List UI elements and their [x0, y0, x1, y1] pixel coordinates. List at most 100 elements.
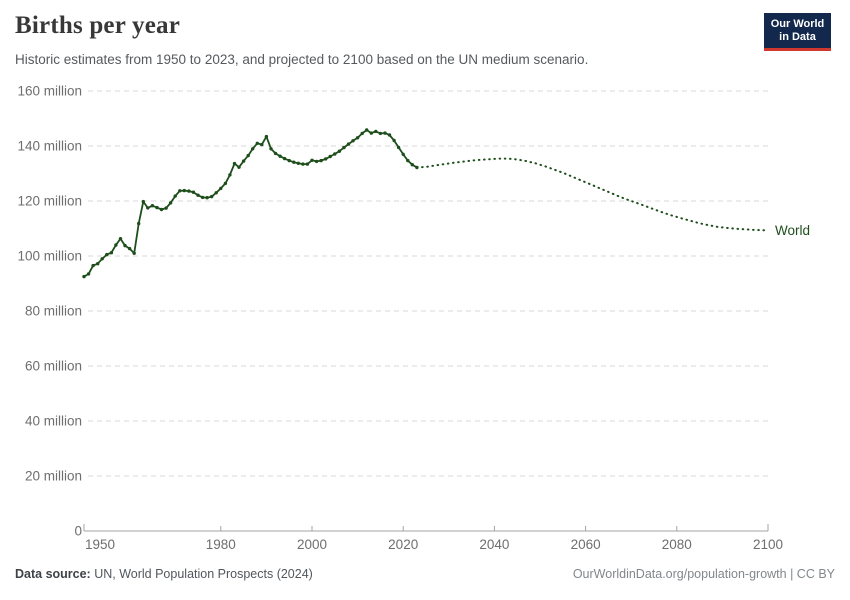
credit-link[interactable]: OurWorldinData.org/population-growth | C… — [572, 567, 835, 581]
data-point-marker[interactable] — [141, 199, 145, 204]
data-point-marker[interactable] — [273, 151, 278, 156]
data-point-marker[interactable] — [314, 159, 319, 164]
data-point-marker[interactable] — [305, 162, 310, 166]
data-point-marker[interactable] — [387, 133, 392, 137]
data-source-label: Data source: — [15, 567, 91, 581]
data-point-marker[interactable] — [91, 263, 95, 268]
data-point-marker[interactable] — [237, 165, 241, 169]
x-axis-tick-label: 2100 — [753, 537, 783, 552]
data-point-marker[interactable] — [319, 158, 323, 163]
data-point-marker[interactable] — [355, 136, 360, 140]
data-point-marker[interactable] — [378, 131, 383, 136]
page-title: Births per year — [15, 12, 181, 39]
data-point-marker[interactable] — [173, 194, 177, 198]
data-point-marker[interactable] — [82, 274, 86, 279]
data-point-marker[interactable] — [223, 181, 228, 186]
data-point-marker[interactable] — [278, 154, 282, 158]
x-axis-tick-label: 2060 — [571, 537, 601, 552]
owid-logo[interactable]: Our World in Data — [764, 13, 831, 51]
data-point-marker[interactable] — [210, 194, 214, 199]
data-point-marker[interactable] — [287, 158, 291, 163]
y-axis-tick-label: 0 — [74, 524, 82, 539]
data-point-marker[interactable] — [296, 161, 300, 165]
data-point-marker[interactable] — [118, 237, 123, 241]
data-point-marker[interactable] — [374, 129, 378, 134]
data-point-marker[interactable] — [264, 134, 269, 139]
y-axis-tick-label: 80 million — [25, 304, 82, 319]
data-point-marker[interactable] — [333, 152, 337, 156]
data-point-marker[interactable] — [127, 246, 132, 251]
y-axis-tick-label: 160 million — [17, 84, 82, 99]
data-point-marker[interactable] — [260, 142, 264, 147]
data-point-marker[interactable] — [310, 158, 314, 162]
chart-subtitle: Historic estimates from 1950 to 2023, an… — [15, 52, 589, 67]
data-point-marker[interactable] — [205, 196, 209, 200]
data-point-marker[interactable] — [396, 145, 401, 150]
data-point-marker[interactable] — [401, 152, 405, 156]
data-point-marker[interactable] — [406, 158, 410, 163]
y-axis-tick-label: 100 million — [17, 249, 82, 264]
data-point-marker[interactable] — [255, 141, 259, 145]
data-point-marker[interactable] — [342, 145, 346, 150]
data-point-marker[interactable] — [182, 188, 186, 193]
data-point-marker[interactable] — [137, 221, 141, 226]
data-point-marker[interactable] — [219, 186, 223, 191]
data-point-marker[interactable] — [114, 243, 118, 247]
data-point-marker[interactable] — [383, 131, 387, 135]
data-point-marker[interactable] — [410, 163, 414, 167]
x-axis-tick-label: 2040 — [479, 537, 509, 552]
data-point-marker[interactable] — [123, 243, 127, 248]
x-axis-tick-label: 1980 — [206, 537, 236, 552]
y-axis-tick-label: 120 million — [17, 194, 82, 209]
x-axis-tick-label: 2000 — [297, 537, 327, 552]
data-point-marker[interactable] — [132, 251, 136, 255]
data-point-marker[interactable] — [365, 128, 369, 132]
owid-logo-line2: in Data — [779, 31, 816, 43]
figure-footer: Data source: UN, World Population Prospe… — [15, 567, 835, 581]
data-point-marker[interactable] — [369, 131, 373, 135]
data-point-marker[interactable] — [96, 262, 100, 266]
data-source-note: Data source: UN, World Population Prospe… — [15, 567, 313, 581]
data-point-marker[interactable] — [159, 207, 164, 212]
data-point-marker[interactable] — [109, 251, 114, 255]
data-point-marker[interactable] — [351, 139, 355, 143]
data-point-marker[interactable] — [150, 204, 155, 208]
data-point-marker[interactable] — [346, 142, 351, 146]
data-point-marker[interactable] — [232, 161, 237, 166]
data-point-marker[interactable] — [100, 257, 104, 261]
data-point-marker[interactable] — [178, 189, 182, 193]
data-point-marker[interactable] — [168, 201, 173, 205]
data-point-marker[interactable] — [86, 272, 91, 276]
data-point-marker[interactable] — [360, 131, 364, 136]
entity-label-world[interactable]: World — [775, 223, 810, 238]
data-source-text: UN, World Population Prospects (2024) — [90, 567, 313, 581]
data-point-marker[interactable] — [146, 206, 150, 210]
data-point-marker[interactable] — [228, 173, 232, 177]
data-point-marker[interactable] — [324, 157, 328, 161]
data-point-marker[interactable] — [105, 252, 109, 257]
data-point-marker[interactable] — [196, 193, 200, 197]
data-point-marker[interactable] — [328, 154, 332, 159]
data-point-marker[interactable] — [246, 153, 250, 158]
x-axis-tick-label: 2020 — [388, 537, 418, 552]
data-point-marker[interactable] — [155, 205, 159, 210]
series-line-projection[interactable] — [415, 157, 769, 232]
y-axis-tick-label: 60 million — [25, 359, 82, 374]
data-point-marker[interactable] — [191, 190, 196, 194]
data-point-marker[interactable] — [337, 149, 342, 153]
data-point-marker[interactable] — [251, 147, 255, 151]
x-axis-tick-label: 1950 — [85, 537, 115, 552]
data-point-marker[interactable] — [282, 156, 287, 161]
data-point-marker[interactable] — [200, 195, 205, 200]
data-point-marker[interactable] — [241, 159, 246, 163]
data-point-marker[interactable] — [392, 138, 396, 143]
data-point-marker[interactable] — [269, 147, 273, 151]
y-axis-tick-label: 40 million — [25, 414, 82, 429]
data-point-marker[interactable] — [187, 189, 191, 193]
data-point-marker[interactable] — [164, 206, 168, 210]
data-point-marker[interactable] — [301, 162, 305, 166]
data-point-marker[interactable] — [214, 191, 218, 195]
data-point-marker[interactable] — [292, 160, 296, 164]
